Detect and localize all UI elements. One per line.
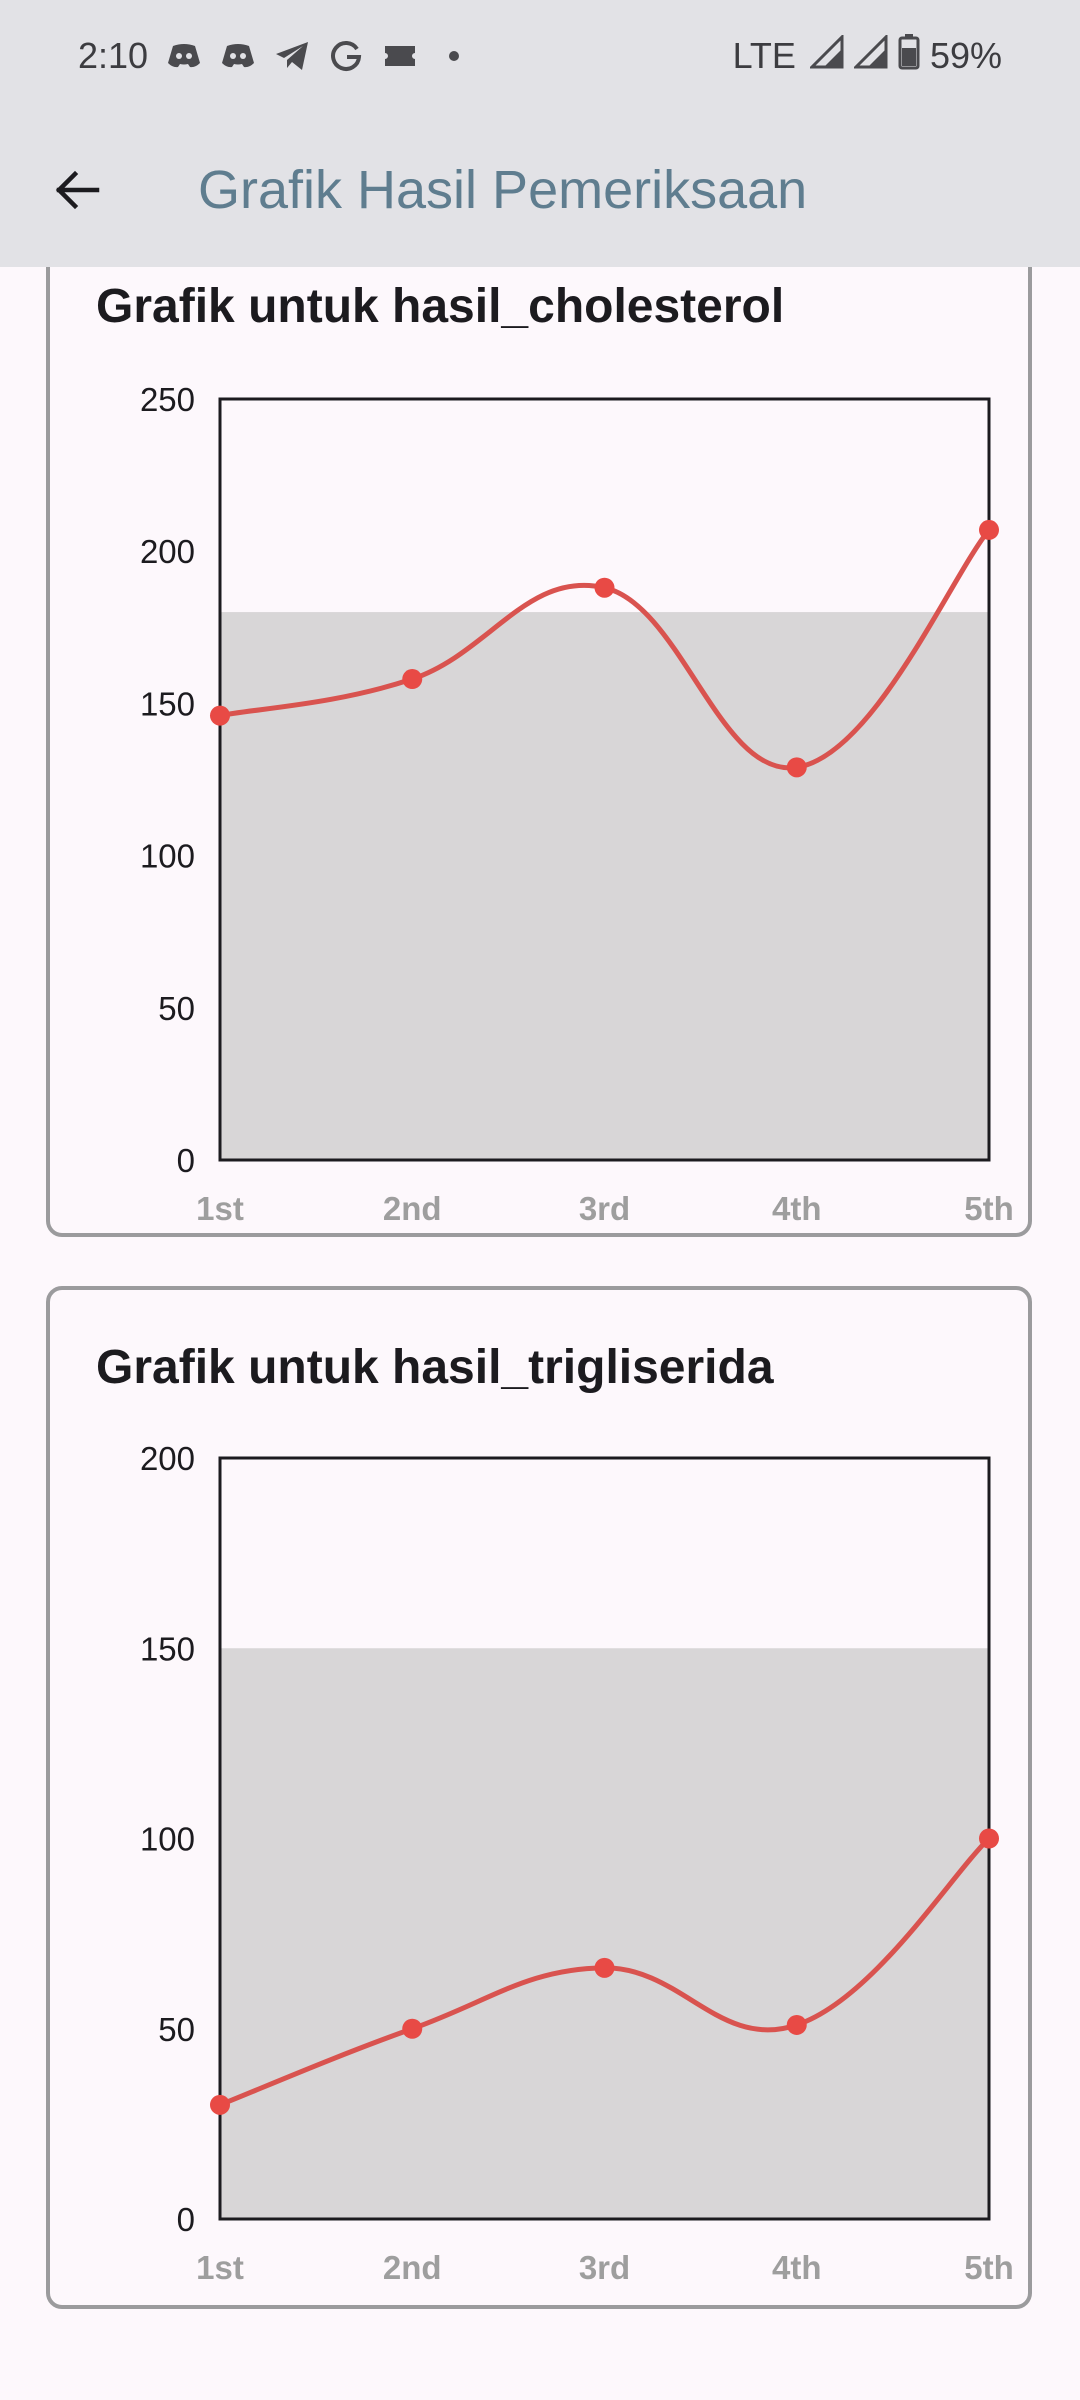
data-point <box>402 669 423 690</box>
reference-range-band <box>220 612 989 1160</box>
y-tick-label: 200 <box>140 1440 195 1477</box>
y-tick-label: 200 <box>140 533 195 570</box>
chart-list[interactable]: Grafik untuk hasil_cholesterol 0 50 100 150… <box>0 267 1080 2400</box>
data-point <box>979 1828 999 1849</box>
reference-range-band <box>220 1648 989 2219</box>
status-bar: 2:10 LTE 59% <box>0 0 1080 113</box>
x-tick-label: 4th <box>772 2249 822 2280</box>
network-label: LTE <box>732 35 796 76</box>
y-tick-label: 50 <box>158 990 195 1027</box>
plot-frame <box>218 397 991 1162</box>
series-line <box>219 528 991 771</box>
chart-title: Grafik untuk hasil_cholesterol <box>96 280 785 333</box>
discord-icon <box>218 36 258 76</box>
cholesterol-chart: 0 50 100 150 200 250 1st 2nd 3rd 4th 5th <box>140 381 1014 1221</box>
signal-icon <box>852 32 888 78</box>
battery-icon <box>898 33 920 79</box>
chart-card-trigliserida: Grafik untuk hasil_trigliserida 0 50 100 15… <box>46 1286 1032 2309</box>
status-right: LTE 59% <box>732 32 1002 79</box>
arrow-left-icon <box>55 170 100 210</box>
app-bar: Grafik Hasil Pemeriksaan <box>0 113 1080 267</box>
google-icon <box>326 36 366 76</box>
x-tick-label: 5th <box>964 1190 1014 1221</box>
data-point <box>210 705 230 726</box>
x-tick-label: 1st <box>196 2249 244 2280</box>
y-tick-label: 150 <box>140 685 195 722</box>
notification-icons <box>164 36 474 76</box>
data-point <box>786 757 807 778</box>
telegram-icon <box>272 36 312 76</box>
data-point <box>402 2018 423 2039</box>
x-tick-label: 2nd <box>383 2249 442 2280</box>
x-tick-label: 3rd <box>579 1190 630 1221</box>
status-time: 2:10 <box>78 35 149 76</box>
data-point <box>594 577 615 598</box>
data-point <box>594 1957 615 1978</box>
plot-area: 0 50 100 150 200 250 1st 2nd 3rd 4th 5th <box>140 381 1014 1221</box>
ticket-icon <box>380 36 420 76</box>
back-button[interactable] <box>40 153 114 227</box>
x-tick-label: 3rd <box>579 2249 630 2280</box>
y-tick-label: 0 <box>177 1142 195 1179</box>
x-tick-label: 1st <box>196 1190 244 1221</box>
chart-title: Grafik untuk hasil_trigliserida <box>96 1341 774 1394</box>
trigliserida-chart: 0 50 100 150 200 1st 2nd 3rd 4th 5th <box>140 1440 1014 2280</box>
y-tick-label: 0 <box>177 2201 195 2238</box>
y-tick-label: 250 <box>140 381 195 418</box>
dot-icon <box>434 36 474 76</box>
x-tick-label: 2nd <box>383 1190 442 1221</box>
chart-card-cholesterol: Grafik untuk hasil_cholesterol 0 50 100 150… <box>46 267 1032 1237</box>
y-tick-label: 50 <box>158 2011 195 2048</box>
y-tick-label: 150 <box>140 1630 195 1667</box>
data-point <box>979 519 999 540</box>
y-tick-label: 100 <box>140 838 195 875</box>
page-title: Grafik Hasil Pemeriksaan <box>198 160 808 220</box>
y-tick-label: 100 <box>140 1821 195 1858</box>
x-tick-label: 4th <box>772 1190 822 1221</box>
battery-percent: 59% <box>929 35 1002 76</box>
plot-area: 0 50 100 150 200 1st 2nd 3rd 4th 5th <box>140 1440 1014 2280</box>
signal-icon <box>808 32 844 78</box>
discord-icon <box>164 36 204 76</box>
data-point <box>210 2094 230 2115</box>
data-point <box>786 2014 807 2035</box>
x-tick-label: 5th <box>964 2249 1014 2280</box>
